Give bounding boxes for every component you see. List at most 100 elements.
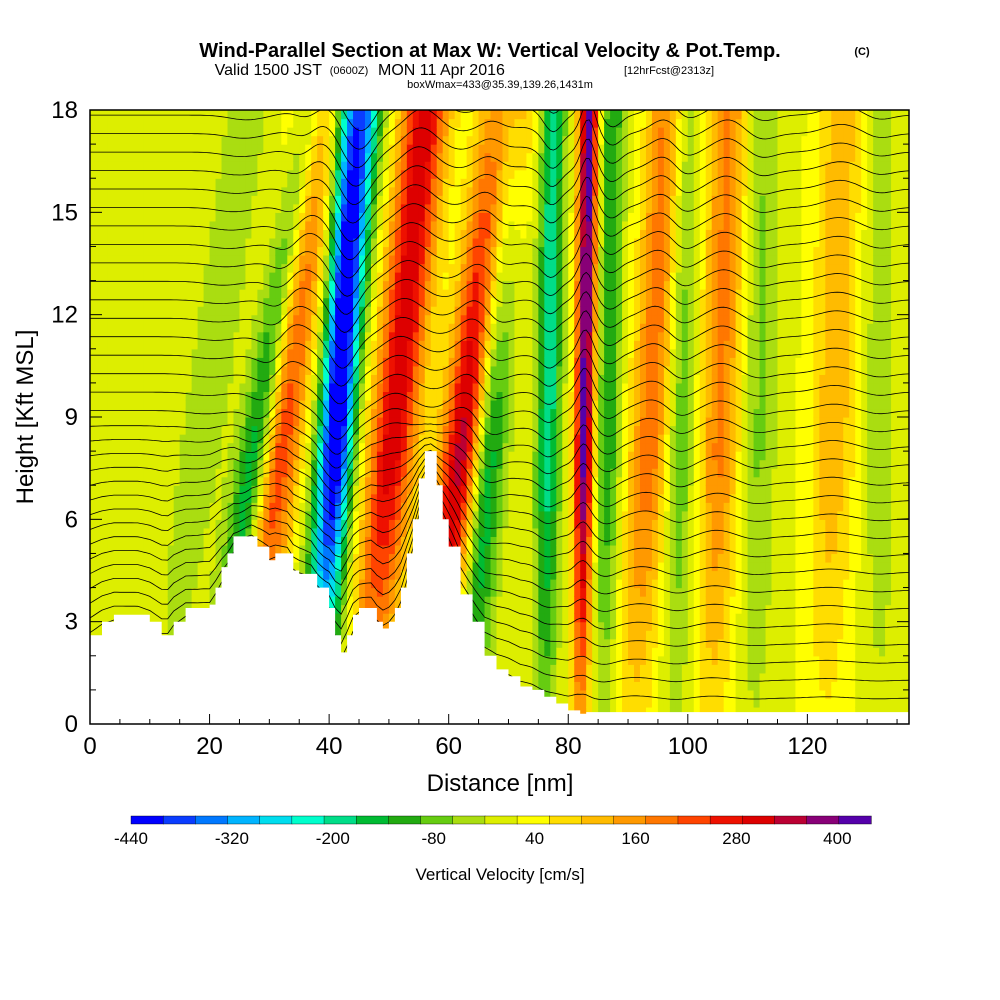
velocity-cell — [95, 365, 103, 375]
velocity-cell — [125, 161, 133, 171]
velocity-cell — [149, 118, 157, 128]
velocity-cell — [454, 280, 462, 290]
velocity-cell — [107, 144, 115, 154]
velocity-cell — [119, 391, 127, 401]
velocity-cell — [484, 212, 492, 222]
velocity-cell — [239, 527, 247, 537]
velocity-cell — [496, 391, 504, 401]
velocity-cell — [460, 280, 468, 290]
velocity-cell — [430, 110, 438, 120]
velocity-cell — [436, 476, 444, 486]
velocity-cell — [143, 340, 151, 350]
velocity-cell — [125, 348, 133, 358]
velocity-cell — [155, 519, 163, 529]
velocity-cell — [370, 459, 378, 469]
velocity-cell — [311, 314, 318, 324]
velocity-cell — [430, 246, 438, 256]
velocity-cell — [119, 468, 127, 478]
velocity-cell — [227, 186, 235, 196]
velocity-cell — [281, 425, 288, 435]
velocity-cell — [472, 289, 480, 299]
velocity-cell — [101, 280, 109, 290]
velocity-cell — [203, 459, 211, 469]
velocity-cell — [364, 152, 372, 162]
velocity-cell — [203, 127, 211, 137]
velocity-cell — [95, 220, 103, 230]
velocity-cell — [239, 289, 247, 299]
velocity-cell — [335, 493, 342, 503]
velocity-cell — [442, 408, 450, 418]
velocity-cell — [143, 237, 151, 248]
velocity-cell — [329, 306, 336, 316]
velocity-cell — [95, 425, 103, 435]
velocity-cell — [335, 613, 342, 623]
velocity-cell — [161, 579, 169, 589]
velocity-cell — [251, 135, 258, 145]
velocity-cell — [424, 280, 432, 290]
velocity-cell — [430, 118, 438, 128]
velocity-cell — [191, 127, 199, 137]
velocity-cell — [341, 442, 348, 452]
velocity-cell — [227, 118, 235, 128]
velocity-cell — [251, 459, 258, 469]
velocity-cell — [388, 289, 396, 299]
velocity-cell — [113, 229, 121, 239]
velocity-cell — [167, 621, 175, 631]
velocity-cell — [233, 510, 241, 520]
velocity-cell — [245, 263, 253, 273]
velocity-cell — [460, 391, 468, 401]
velocity-cell — [215, 340, 223, 350]
velocity-cell — [442, 110, 450, 120]
velocity-cell — [131, 510, 139, 520]
velocity-cell — [406, 272, 414, 282]
velocity-cell — [484, 365, 492, 375]
velocity-cell — [317, 544, 324, 555]
velocity-cell — [203, 161, 211, 171]
velocity-cell — [269, 527, 276, 537]
velocity-cell — [317, 220, 324, 230]
velocity-cell — [400, 553, 408, 563]
velocity-cell — [131, 297, 139, 307]
velocity-cell — [113, 510, 121, 520]
velocity-cell — [388, 169, 396, 179]
velocity-cell — [478, 331, 486, 341]
velocity-cell — [221, 186, 229, 196]
velocity-cell — [203, 442, 211, 452]
velocity-cell — [263, 314, 270, 324]
velocity-cell — [167, 135, 175, 145]
velocity-cell — [329, 442, 336, 452]
velocity-cell — [131, 178, 139, 188]
velocity-cell — [197, 254, 205, 265]
velocity-cell — [263, 263, 270, 273]
velocity-cell — [484, 110, 492, 120]
velocity-cell — [287, 340, 294, 350]
velocity-cell — [400, 425, 408, 435]
velocity-cell — [245, 331, 253, 341]
velocity-cell — [203, 306, 211, 316]
velocity-cell — [311, 212, 318, 222]
velocity-cell — [245, 527, 253, 537]
velocity-cell — [191, 212, 199, 222]
velocity-cell — [478, 570, 486, 580]
velocity-cell — [167, 425, 175, 435]
velocity-cell — [335, 195, 342, 205]
velocity-cell — [275, 459, 282, 469]
velocity-cell — [466, 144, 474, 154]
velocity-cell — [101, 579, 109, 589]
velocity-cell — [143, 536, 151, 546]
velocity-cell — [323, 399, 330, 410]
velocity-cell — [293, 382, 300, 393]
velocity-cell — [227, 195, 235, 205]
velocity-cell — [227, 272, 235, 282]
velocity-cell — [400, 263, 408, 273]
velocity-cell — [287, 331, 294, 341]
velocity-cell — [370, 186, 378, 196]
velocity-cell — [472, 587, 480, 597]
velocity-cell — [113, 263, 121, 273]
velocity-cell — [275, 357, 282, 367]
velocity-cell — [359, 110, 366, 120]
velocity-cell — [388, 323, 396, 333]
velocity-cell — [496, 263, 504, 273]
velocity-cell — [478, 127, 486, 137]
velocity-cell — [293, 451, 300, 461]
